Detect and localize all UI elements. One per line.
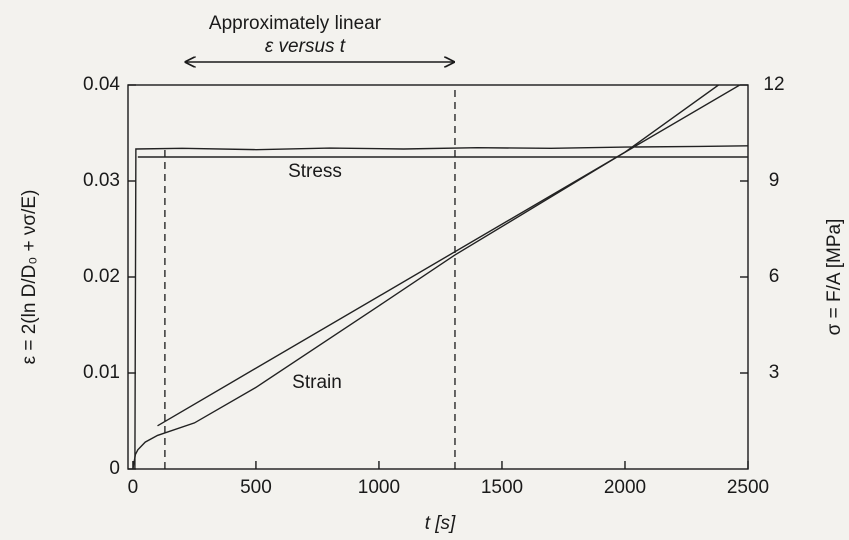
y-tick-label: 0.01 xyxy=(83,362,120,383)
y-tick-label: 0 xyxy=(109,458,120,479)
y2-tick-label: 12 xyxy=(763,74,784,95)
plot-frame xyxy=(127,84,749,470)
annotation: Approximately linear xyxy=(209,13,382,34)
x-tick-label: 1500 xyxy=(481,477,523,498)
x-tick-label: 2000 xyxy=(604,477,646,498)
series-line xyxy=(157,85,742,427)
x-tick-label: 2500 xyxy=(727,477,769,498)
series-line xyxy=(132,145,748,469)
series-label: Strain xyxy=(292,372,342,393)
x-tick-label: 1000 xyxy=(358,477,400,498)
x-tick-label: 0 xyxy=(128,477,139,498)
y2-tick-label: 3 xyxy=(769,362,780,383)
y2-tick-label: 6 xyxy=(769,266,780,287)
series-label: Stress xyxy=(288,161,342,182)
x-tick-label: 500 xyxy=(240,477,272,498)
series-line xyxy=(132,85,719,469)
y2-axis-label: σ = F/A [MPa] xyxy=(824,219,845,336)
y-tick-label: 0.04 xyxy=(83,74,120,95)
y2-tick-label: 9 xyxy=(769,170,780,191)
x-axis-label: t [s] xyxy=(425,513,456,534)
y-tick-label: 0.02 xyxy=(83,266,120,287)
annotation: ε versus t xyxy=(265,36,346,57)
y-tick-label: 0.03 xyxy=(83,170,120,191)
y-axis-label: ε = 2(ln D/D₀ + νσ/E) xyxy=(19,190,40,365)
